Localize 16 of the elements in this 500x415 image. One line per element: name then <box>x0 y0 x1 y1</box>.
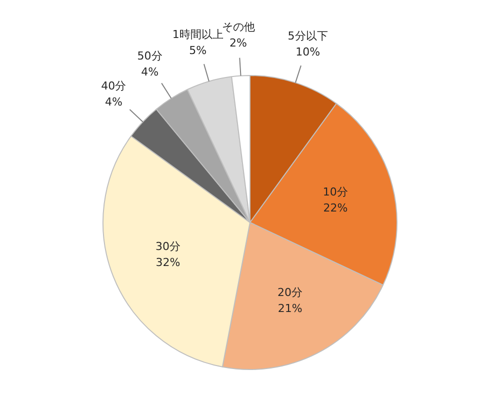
slice-label: その他 <box>222 20 255 34</box>
data-label: 5% <box>189 44 207 57</box>
data-label: 32% <box>156 256 180 269</box>
slice-label: 50分 <box>137 49 162 62</box>
slice-label: 5分以下 <box>288 30 328 43</box>
slice-label: 1時間以上 <box>172 28 224 41</box>
slice-label: 30分 <box>155 240 180 253</box>
data-label: 10% <box>296 46 320 59</box>
data-label: 4% <box>141 65 159 78</box>
data-label: 4% <box>104 95 122 108</box>
data-label: 21% <box>278 302 302 315</box>
slice-label: 40分 <box>101 79 126 92</box>
slice-label: 10分 <box>322 185 348 198</box>
data-label: 22% <box>323 201 348 214</box>
slice-label: 20分 <box>278 286 303 299</box>
data-label: 2% <box>230 36 247 50</box>
